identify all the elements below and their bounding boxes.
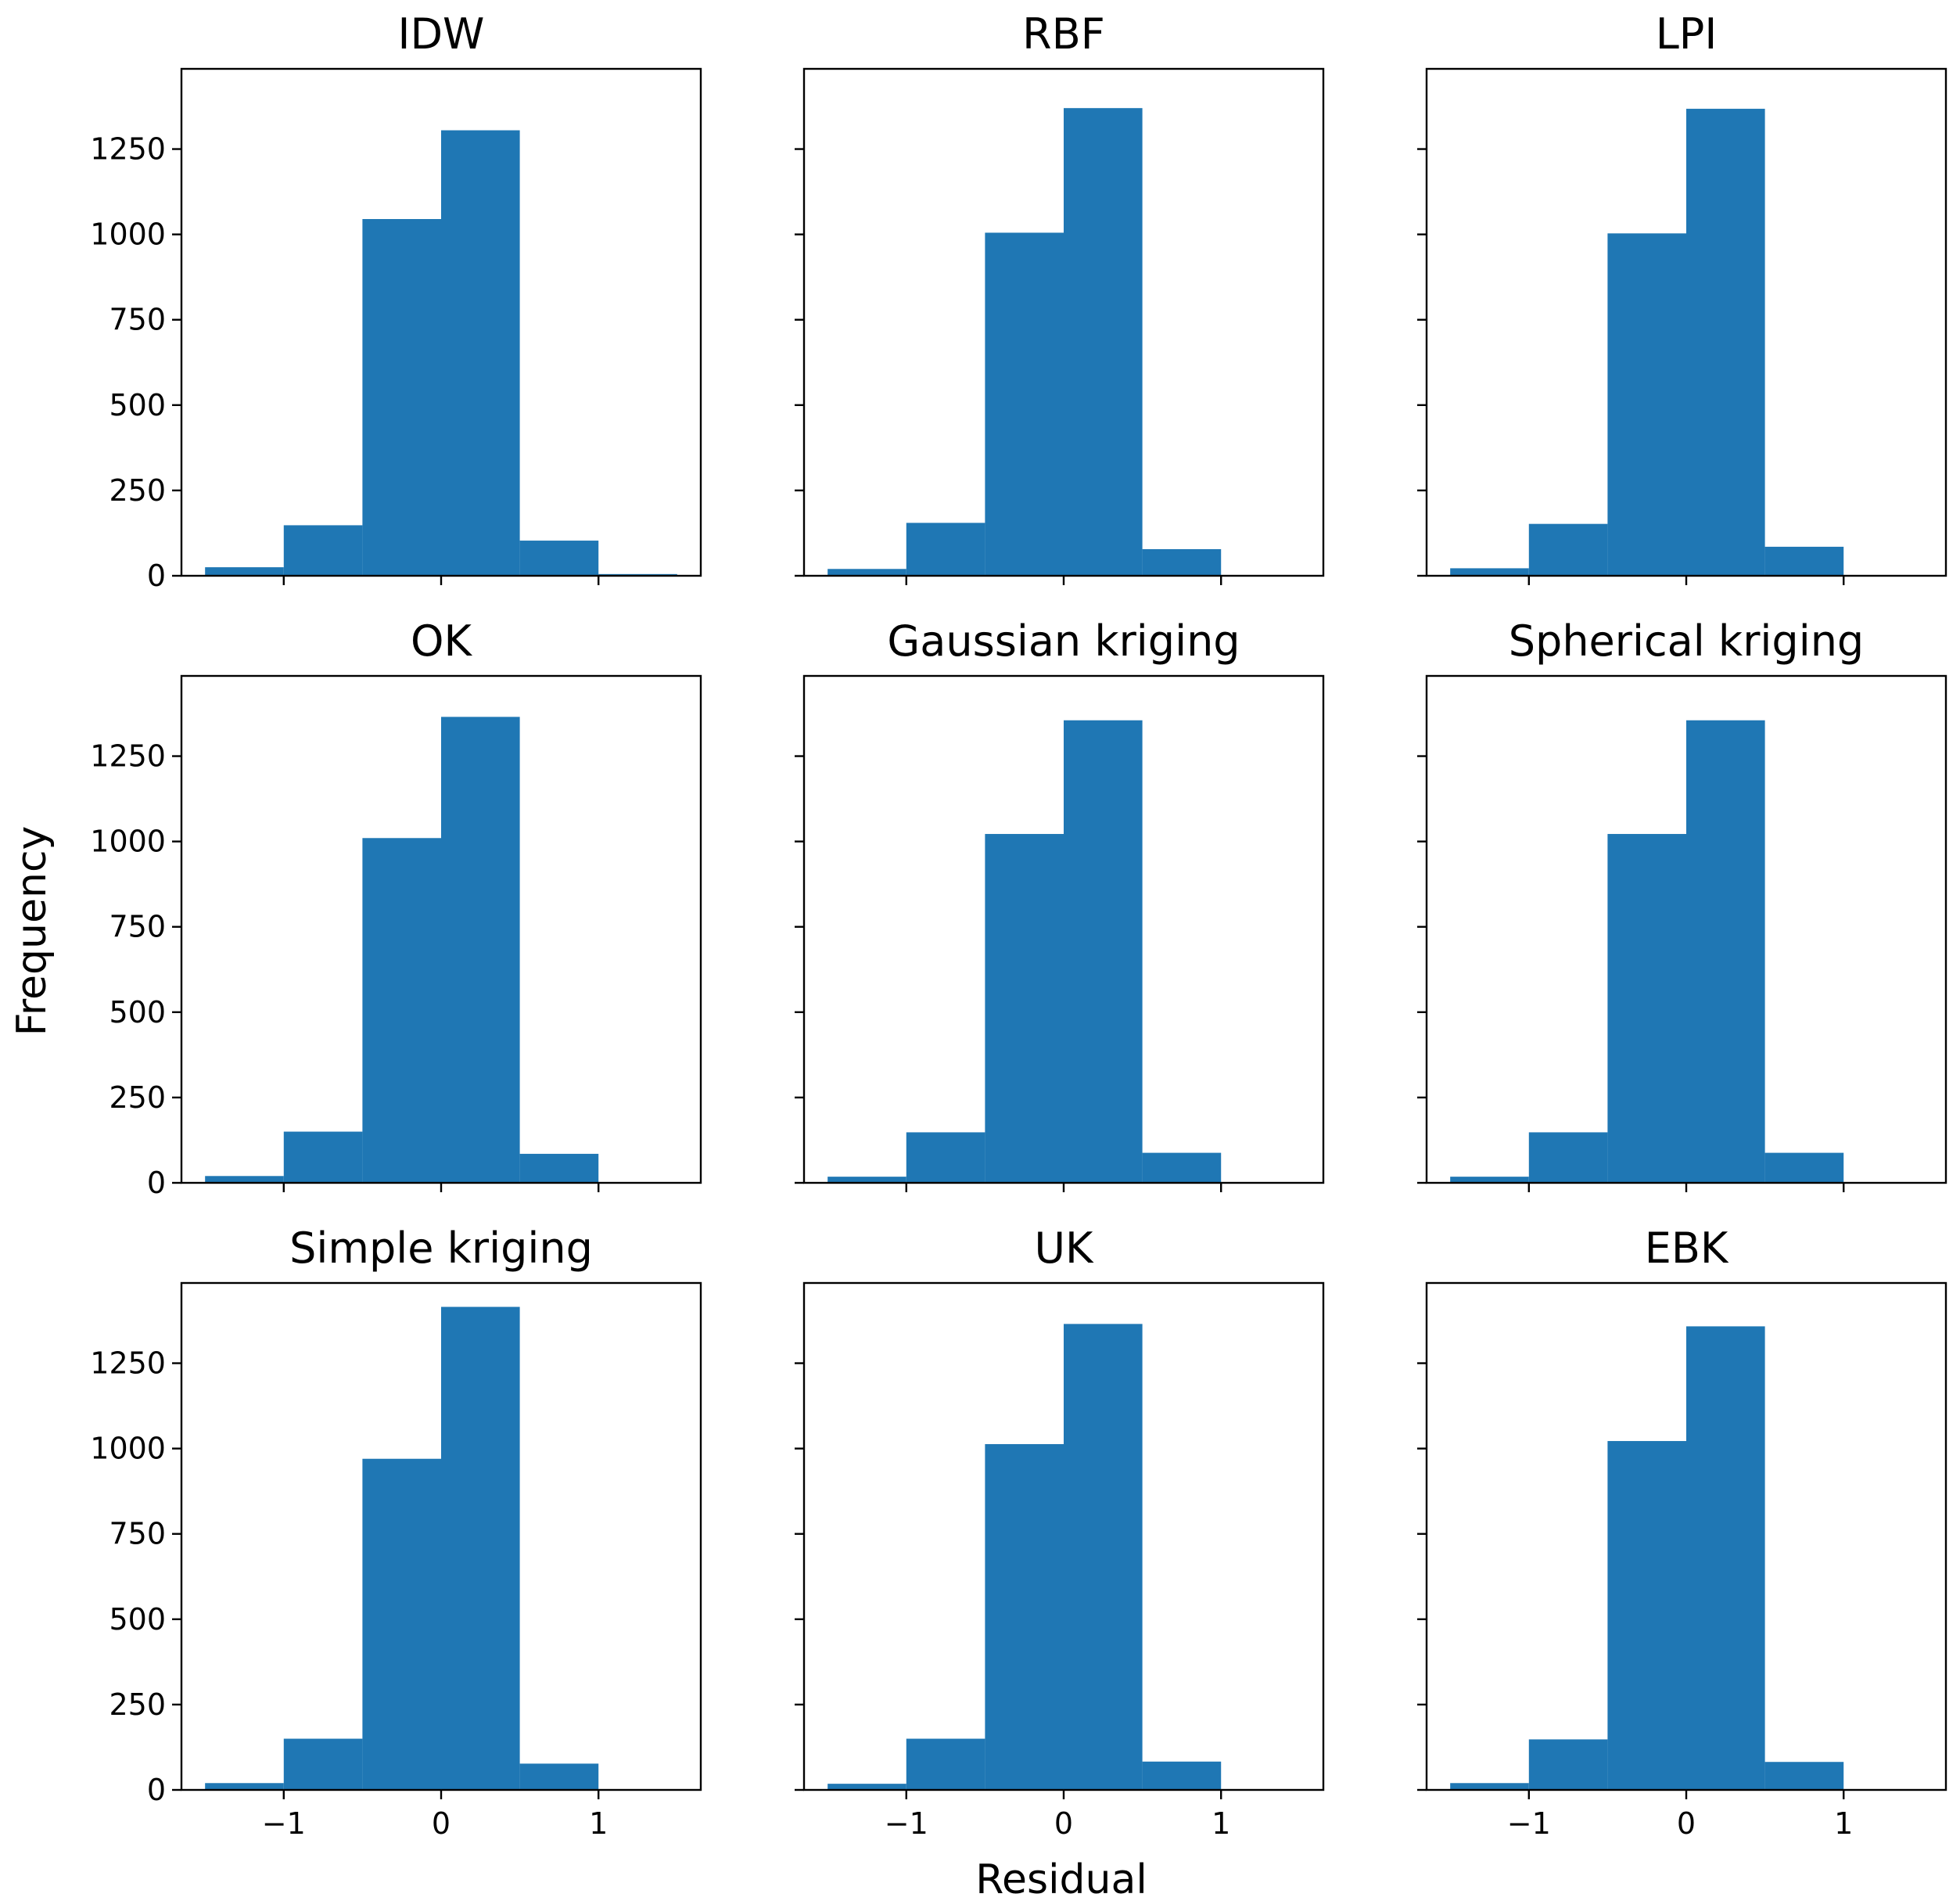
panel-title-ok: OK xyxy=(411,616,473,666)
bar-ebk-bin-1 xyxy=(1528,1739,1608,1790)
bar-idw-bin-3 xyxy=(441,130,520,576)
y-tick-label-ok-500: 500 xyxy=(109,995,166,1030)
bar-spherical-kriging-bin-2 xyxy=(1607,834,1686,1183)
bar-simple-kriging-bin-4 xyxy=(519,1763,599,1790)
bar-idw-bin-1 xyxy=(283,525,363,576)
bar-idw-bin-4 xyxy=(519,541,599,576)
x-tick-label-simple-kriging-0: −1 xyxy=(262,1806,306,1841)
bar-uk-bin-2 xyxy=(985,1443,1064,1790)
bar-ebk-bin-2 xyxy=(1607,1441,1686,1790)
bar-lpi-bin-3 xyxy=(1686,109,1765,576)
x-tick-label-ebk-1: 0 xyxy=(1677,1806,1696,1841)
panel-title-lpi: LPI xyxy=(1656,9,1718,59)
bar-rbf-bin-4 xyxy=(1142,548,1222,576)
bar-ok-bin-0 xyxy=(205,1176,284,1183)
x-tick-label-simple-kriging-2: 1 xyxy=(589,1806,608,1841)
y-tick-label-idw-500: 500 xyxy=(109,388,166,422)
bar-spherical-kriging-bin-3 xyxy=(1686,720,1765,1183)
x-tick-label-ebk-2: 1 xyxy=(1834,1806,1853,1841)
x-tick-label-uk-0: −1 xyxy=(885,1806,928,1841)
panel-gaussian-kriging: Gaussian kriging xyxy=(795,616,1325,1192)
bar-gaussian-kriging-bin-1 xyxy=(906,1132,985,1183)
bar-simple-kriging-bin-0 xyxy=(205,1783,284,1790)
bar-gaussian-kriging-bin-3 xyxy=(1064,720,1143,1183)
y-tick-label-idw-250: 250 xyxy=(109,473,166,508)
y-tick-label-simple-kriging-0: 0 xyxy=(147,1773,166,1807)
y-tick-label-simple-kriging-250: 250 xyxy=(109,1687,166,1722)
bar-lpi-bin-4 xyxy=(1764,546,1844,576)
y-tick-label-idw-1000: 1000 xyxy=(90,217,166,252)
panel-rbf: RBF xyxy=(795,9,1325,585)
y-tick-label-ok-0: 0 xyxy=(147,1166,166,1200)
bar-gaussian-kriging-bin-0 xyxy=(827,1177,906,1183)
bar-simple-kriging-bin-2 xyxy=(362,1458,441,1790)
x-tick-label-simple-kriging-1: 0 xyxy=(432,1806,451,1841)
y-tick-label-simple-kriging-750: 750 xyxy=(109,1517,166,1551)
y-tick-label-ok-1250: 1250 xyxy=(90,739,166,774)
bar-ok-bin-3 xyxy=(441,717,520,1183)
bar-rbf-bin-3 xyxy=(1064,108,1143,576)
bar-simple-kriging-bin-1 xyxy=(283,1738,363,1790)
bar-idw-bin-2 xyxy=(362,219,441,576)
bar-uk-bin-4 xyxy=(1142,1761,1222,1790)
panel-ebk: EBK −1 0 1 xyxy=(1417,1224,1947,1841)
y-tick-label-simple-kriging-1250: 1250 xyxy=(90,1346,166,1381)
panel-title-idw: IDW xyxy=(398,9,485,59)
y-tick-label-simple-kriging-500: 500 xyxy=(109,1602,166,1637)
bar-lpi-bin-2 xyxy=(1607,233,1686,576)
bar-rbf-bin-1 xyxy=(906,523,985,576)
panel-simple-kriging: Simple kriging 0 250 500 750 1000 1250 −1 0 1 xyxy=(90,1224,702,1841)
bar-ok-bin-2 xyxy=(362,838,441,1183)
bar-rbf-bin-2 xyxy=(985,232,1064,576)
y-tick-label-idw-1250: 1250 xyxy=(90,132,166,167)
panel-title-rbf: RBF xyxy=(1022,9,1105,59)
panel-title-uk: UK xyxy=(1035,1224,1095,1273)
bar-simple-kriging-bin-3 xyxy=(441,1306,520,1790)
panel-ok: OK 0 250 500 750 1000 1250 xyxy=(90,616,702,1200)
x-tick-label-uk-1: 0 xyxy=(1054,1806,1073,1841)
bar-spherical-kriging-bin-0 xyxy=(1450,1177,1529,1183)
bar-spherical-kriging-bin-4 xyxy=(1764,1152,1844,1183)
bar-idw-bin-0 xyxy=(205,567,284,576)
bar-uk-bin-1 xyxy=(906,1738,985,1790)
bar-ebk-bin-0 xyxy=(1450,1783,1529,1790)
panel-idw: IDW 0 250 500 750 1000 1250 xyxy=(90,9,702,593)
panel-uk: UK −1 0 1 xyxy=(795,1224,1325,1841)
bar-ok-bin-1 xyxy=(283,1131,363,1183)
bar-lpi-bin-0 xyxy=(1450,568,1529,576)
y-tick-label-ok-250: 250 xyxy=(109,1080,166,1115)
y-tick-label-ok-750: 750 xyxy=(109,910,166,944)
bar-ebk-bin-4 xyxy=(1764,1762,1844,1790)
panel-spherical-kriging: Spherical kriging xyxy=(1417,616,1947,1192)
bar-gaussian-kriging-bin-4 xyxy=(1142,1152,1222,1183)
y-tick-label-idw-0: 0 xyxy=(147,559,166,593)
bar-lpi-bin-1 xyxy=(1528,523,1608,576)
panel-title-spherical-kriging: Spherical kriging xyxy=(1509,616,1864,666)
y-tick-label-idw-750: 750 xyxy=(109,303,166,337)
bar-gaussian-kriging-bin-2 xyxy=(985,834,1064,1183)
y-axis-label: Frequency xyxy=(9,826,56,1037)
panel-title-simple-kriging: Simple kriging xyxy=(289,1224,593,1273)
bar-ok-bin-4 xyxy=(519,1153,599,1183)
panel-title-ebk: EBK xyxy=(1645,1224,1729,1273)
panel-lpi: LPI xyxy=(1417,9,1947,585)
bar-uk-bin-3 xyxy=(1064,1324,1143,1790)
bar-ebk-bin-3 xyxy=(1686,1326,1765,1790)
bar-rbf-bin-0 xyxy=(827,569,906,576)
x-axis-label: Residual xyxy=(975,1856,1147,1901)
bar-spherical-kriging-bin-1 xyxy=(1528,1132,1608,1183)
panel-title-gaussian-kriging: Gaussian kriging xyxy=(887,616,1240,666)
x-tick-label-ebk-0: −1 xyxy=(1507,1806,1551,1841)
x-tick-label-uk-2: 1 xyxy=(1212,1806,1230,1841)
bar-uk-bin-0 xyxy=(827,1784,906,1790)
y-tick-label-simple-kriging-1000: 1000 xyxy=(90,1432,166,1466)
y-tick-label-ok-1000: 1000 xyxy=(90,825,166,859)
